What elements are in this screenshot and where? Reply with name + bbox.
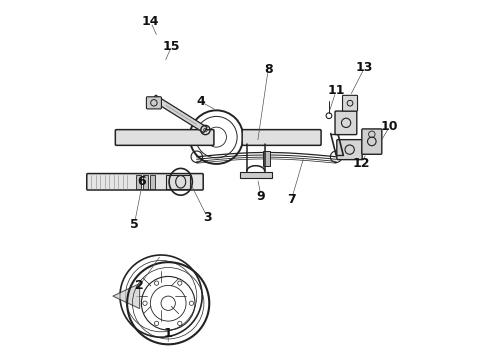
Text: 3: 3 bbox=[203, 211, 212, 224]
FancyBboxPatch shape bbox=[335, 111, 357, 135]
FancyBboxPatch shape bbox=[147, 97, 161, 109]
Bar bbox=[136, 175, 141, 189]
Text: 9: 9 bbox=[257, 190, 266, 203]
Text: 4: 4 bbox=[196, 95, 205, 108]
FancyBboxPatch shape bbox=[167, 175, 190, 189]
Text: 5: 5 bbox=[130, 218, 139, 231]
Polygon shape bbox=[113, 284, 140, 309]
Text: 13: 13 bbox=[356, 61, 373, 74]
Text: 11: 11 bbox=[327, 84, 345, 97]
Text: 8: 8 bbox=[264, 63, 272, 76]
FancyBboxPatch shape bbox=[337, 140, 362, 159]
FancyBboxPatch shape bbox=[242, 130, 321, 145]
Bar bbox=[143, 175, 148, 189]
Text: 2: 2 bbox=[135, 279, 144, 292]
FancyBboxPatch shape bbox=[115, 130, 214, 145]
Text: 1: 1 bbox=[164, 327, 172, 340]
Text: 10: 10 bbox=[381, 120, 398, 133]
Text: 15: 15 bbox=[163, 40, 180, 53]
Polygon shape bbox=[152, 95, 207, 133]
Bar bbox=[150, 175, 155, 189]
Text: 7: 7 bbox=[287, 193, 296, 206]
Text: 12: 12 bbox=[352, 157, 370, 170]
FancyBboxPatch shape bbox=[240, 172, 272, 178]
FancyBboxPatch shape bbox=[343, 95, 358, 111]
FancyBboxPatch shape bbox=[87, 174, 203, 190]
FancyBboxPatch shape bbox=[362, 129, 382, 154]
Bar bbox=[263, 152, 270, 166]
Text: 6: 6 bbox=[137, 175, 146, 188]
Text: 14: 14 bbox=[142, 14, 159, 27]
